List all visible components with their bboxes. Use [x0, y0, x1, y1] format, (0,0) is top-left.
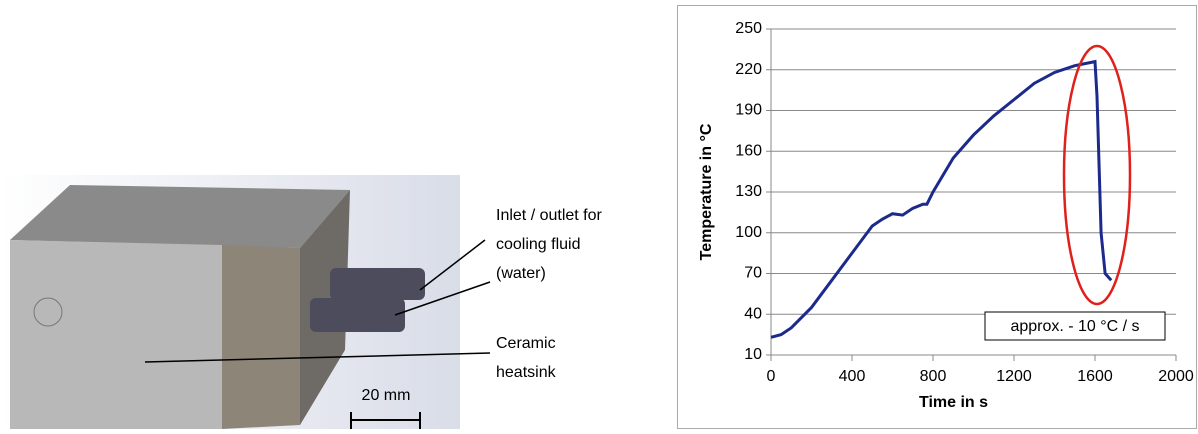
x-tick-label: 400 [839, 368, 866, 385]
y-axis-title: Temperature in °C [698, 123, 715, 260]
x-axis-title: Time in s [919, 394, 988, 411]
data-line [771, 62, 1111, 338]
y-tick-label: 220 [735, 61, 762, 78]
annotation: approx. - 10 °C / s [1010, 318, 1139, 335]
x-tick-label: 1200 [996, 368, 1032, 385]
label-line: Ceramic [496, 335, 556, 352]
scale-bar-label: 20 mm [362, 387, 411, 404]
block-top [10, 185, 350, 248]
fitting-1 [330, 268, 425, 300]
x-tick-label: 2000 [1158, 368, 1194, 385]
figure: Inlet / outlet for cooling fluid (water)… [0, 0, 1198, 429]
label-line: heatsink [496, 364, 557, 381]
illustration: Inlet / outlet for cooling fluid (water)… [0, 175, 603, 429]
y-tick-label: 130 [735, 183, 762, 200]
x-tick-label: 1600 [1077, 368, 1113, 385]
y-tick-label: 70 [744, 265, 762, 282]
label-line: (water) [496, 265, 546, 282]
y-tick-label: 250 [735, 20, 762, 37]
heatsink-front [222, 245, 300, 429]
y-tick-label: 190 [735, 102, 762, 119]
fitting-2 [310, 298, 405, 332]
y-tick-label: 10 [744, 346, 762, 363]
y-tick-label: 160 [735, 142, 762, 159]
block-front [10, 240, 222, 429]
x-tick-label: 0 [767, 368, 776, 385]
y-tick-label: 100 [735, 224, 762, 241]
label-line: Inlet / outlet for [496, 207, 603, 224]
label-line: cooling fluid [496, 236, 581, 253]
x-tick-label: 800 [920, 368, 947, 385]
y-tick-label: 40 [744, 305, 762, 322]
